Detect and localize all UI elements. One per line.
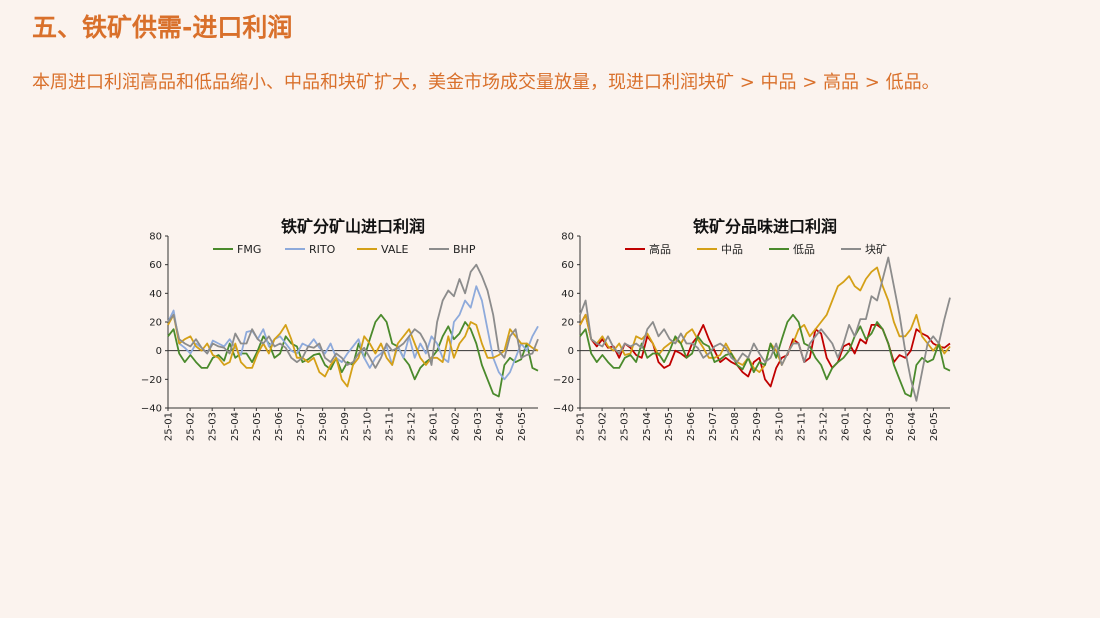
y-tick-label: 60 bbox=[149, 260, 162, 271]
chart-svg: 铁矿分矿山进口利润 −40 −20 0 20 40 60 80 25-01 25-02 25-03 2… bbox=[141, 217, 539, 441]
x-tick-label: 25-03 bbox=[208, 412, 219, 441]
x-tick-label: 26-02 bbox=[451, 412, 462, 441]
y-tick-label: −40 bbox=[553, 404, 574, 415]
x-tick-label: 25-01 bbox=[576, 412, 587, 441]
x-tick-label: 25-02 bbox=[186, 412, 197, 441]
x-tick-label: 26-04 bbox=[907, 412, 918, 441]
x-tick-label: 25-11 bbox=[796, 412, 807, 441]
x-tick-label: 25-06 bbox=[274, 412, 285, 441]
legend-label: 高品 bbox=[649, 242, 671, 256]
legend-label: BHP bbox=[453, 243, 476, 256]
series-line-0 bbox=[167, 313, 539, 398]
x-tick-label: 25-12 bbox=[818, 412, 829, 441]
x-tick-label: 25-02 bbox=[598, 412, 609, 441]
x-tick-label: 25-08 bbox=[318, 412, 329, 441]
x-tick-label: 25-08 bbox=[730, 412, 741, 441]
x-tick-label: 25-07 bbox=[296, 412, 307, 441]
x-tick-label: 25-01 bbox=[164, 412, 175, 441]
y-tick-label: 40 bbox=[149, 289, 162, 300]
legend-label: 低品 bbox=[793, 243, 815, 256]
x-tick-label: 26-04 bbox=[495, 412, 506, 441]
chart-title: 铁矿分矿山进口利润 bbox=[281, 217, 425, 236]
x-tick-label: 25-07 bbox=[708, 412, 719, 441]
page-subtitle: 本周进口利润高品和低品缩小、中品和块矿扩大，美金市场成交量放量，现进口利润块矿 … bbox=[32, 72, 940, 93]
y-tick-label: −20 bbox=[553, 375, 574, 386]
x-tick-label: 26-02 bbox=[863, 412, 874, 441]
chart-grade-import-profit: 铁矿分品味进口利润 −40 −20 0 20 40 60 80 25-01 25-02 25-03 2… bbox=[540, 214, 960, 454]
y-tick-label: 60 bbox=[561, 260, 574, 271]
x-tick-label: 25-06 bbox=[686, 412, 697, 441]
x-tick-label: 26-01 bbox=[841, 412, 852, 441]
x-tick-label: 25-10 bbox=[774, 412, 785, 441]
series-line-1 bbox=[579, 266, 951, 374]
y-tick-label: 20 bbox=[561, 318, 574, 329]
x-tick-label: 25-04 bbox=[642, 412, 653, 441]
x-tick-label: 25-05 bbox=[252, 412, 263, 441]
y-tick-label: 20 bbox=[149, 318, 162, 329]
series-line-2 bbox=[579, 313, 951, 398]
x-tick-label: 25-11 bbox=[384, 412, 395, 441]
x-tick-label: 26-05 bbox=[929, 412, 940, 441]
series-line-1 bbox=[167, 285, 539, 381]
x-tick-label: 25-09 bbox=[752, 412, 763, 441]
page-title: 五、铁矿供需-进口利润 bbox=[32, 13, 293, 42]
legend-label: RITO bbox=[309, 243, 336, 256]
x-tick-label: 26-03 bbox=[885, 412, 896, 441]
series-line-3 bbox=[167, 263, 539, 369]
x-tick-label: 25-10 bbox=[362, 412, 373, 441]
legend-label: 块矿 bbox=[865, 243, 887, 256]
y-tick-label: 80 bbox=[149, 232, 162, 243]
x-tick-label: 26-01 bbox=[429, 412, 440, 441]
y-tick-label: 40 bbox=[561, 289, 574, 300]
legend-label: 中品 bbox=[721, 243, 743, 256]
series-line-3 bbox=[579, 256, 951, 402]
x-tick-label: 25-03 bbox=[620, 412, 631, 441]
y-tick-label: 80 bbox=[561, 232, 574, 243]
x-tick-label: 25-05 bbox=[664, 412, 675, 441]
x-tick-label: 26-05 bbox=[517, 412, 528, 441]
legend-label: VALE bbox=[381, 243, 408, 256]
series-line-2 bbox=[167, 313, 539, 388]
chart-svg: 铁矿分品味进口利润 −40 −20 0 20 40 60 80 25-01 25-02 25-03 2… bbox=[553, 217, 951, 441]
x-tick-label: 25-12 bbox=[406, 412, 417, 441]
y-tick-label: 0 bbox=[568, 346, 574, 357]
chart-title: 铁矿分品味进口利润 bbox=[693, 217, 837, 236]
x-tick-label: 26-03 bbox=[473, 412, 484, 441]
y-tick-label: −40 bbox=[141, 404, 162, 415]
y-tick-label: 0 bbox=[156, 346, 162, 357]
x-tick-label: 25-04 bbox=[230, 412, 241, 441]
legend-label: FMG bbox=[237, 243, 261, 256]
x-tick-label: 25-09 bbox=[340, 412, 351, 441]
chart-mine-import-profit: 铁矿分矿山进口利润 −40 −20 0 20 40 60 80 25-01 25-02 25-03 2… bbox=[128, 214, 548, 454]
y-tick-label: −20 bbox=[141, 375, 162, 386]
